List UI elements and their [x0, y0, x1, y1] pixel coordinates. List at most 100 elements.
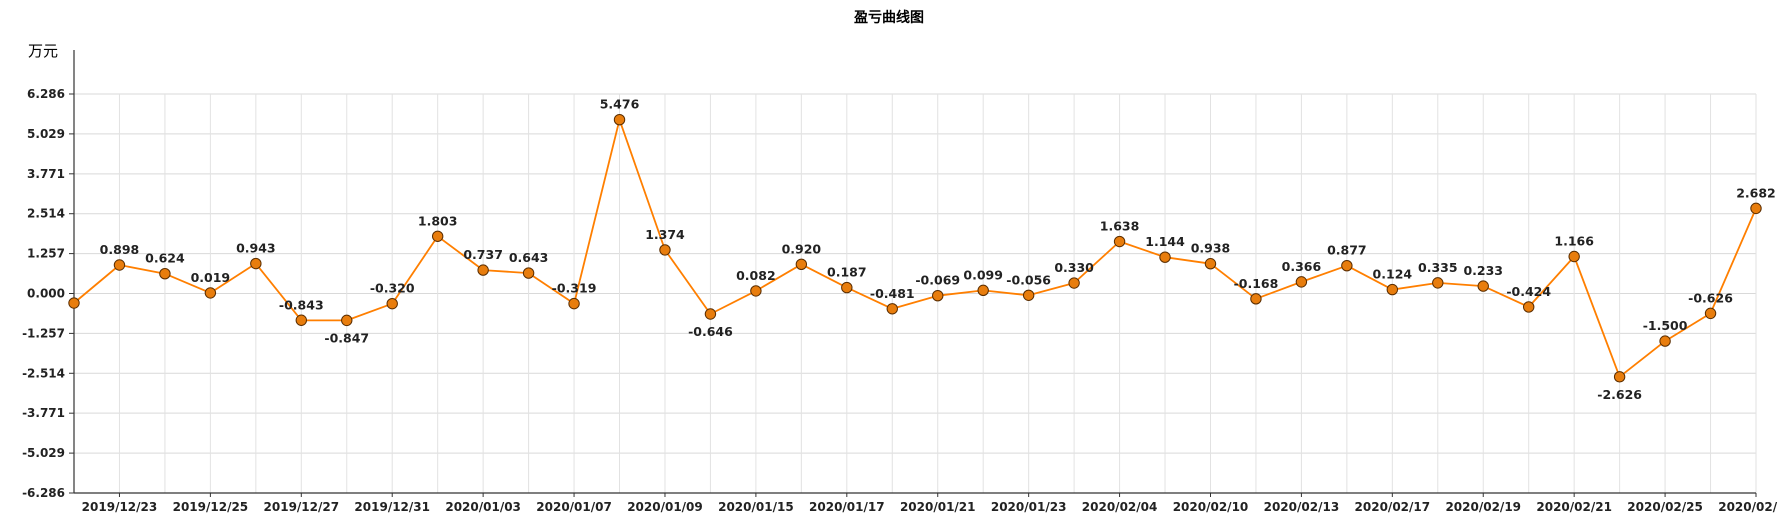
data-point [477, 264, 489, 276]
axes [73, 50, 1756, 494]
y-tick-label: 0.000 [27, 287, 65, 301]
data-label: -0.481 [870, 286, 915, 301]
data-label: -0.424 [1506, 284, 1551, 299]
data-point [1068, 277, 1080, 289]
data-label: 5.476 [600, 97, 640, 112]
data-point [386, 297, 398, 310]
y-axis-unit-label: 万元 [28, 42, 58, 60]
data-point [1613, 371, 1626, 383]
data-label: 1.638 [1100, 219, 1140, 234]
data-label: 1.144 [1145, 234, 1185, 249]
x-tick-label: 2020/01/07 [536, 500, 612, 514]
x-tick-label: 2020/02/19 [1445, 500, 1521, 514]
data-label: -0.320 [370, 281, 415, 296]
data-label: 0.943 [236, 241, 276, 256]
y-tick-label: -5.029 [22, 446, 65, 460]
data-label: 0.898 [100, 242, 140, 257]
data-point [795, 258, 808, 271]
grid-lines [73, 93, 1757, 494]
y-tick-label: 6.286 [27, 87, 65, 101]
data-label: 1.166 [1554, 233, 1594, 248]
x-tick-label: 2020/01/21 [900, 500, 976, 514]
data-point [1341, 259, 1353, 272]
data-label: 0.938 [1191, 241, 1231, 256]
y-axis-ticks: 6.286 5.029 3.771 2.514 1.257 0.000 -1.257 -2.5… [22, 87, 74, 500]
data-label: 0.099 [963, 267, 1003, 282]
data-point [1386, 283, 1399, 296]
chart-title: 盈亏曲线图 [853, 9, 924, 26]
data-point [295, 314, 307, 326]
data-point [68, 297, 80, 309]
data-point [932, 289, 944, 302]
data-label: -0.847 [324, 330, 369, 345]
data-point [613, 114, 626, 126]
data-label: -0.843 [279, 297, 324, 312]
data-point [750, 285, 762, 297]
data-label: 0.330 [1054, 260, 1094, 275]
data-point [1523, 301, 1535, 313]
series-layer [68, 114, 1762, 383]
data-label: 1.803 [418, 213, 458, 228]
data-label: -0.056 [1006, 272, 1051, 287]
x-tick-label: 2019/12/25 [173, 500, 249, 514]
data-point [841, 281, 853, 294]
data-point [1704, 307, 1717, 320]
x-tick-label: 2020/02/25 [1627, 500, 1703, 514]
x-tick-label: 2020/02/13 [1264, 500, 1340, 514]
data-label: 0.335 [1418, 260, 1458, 275]
data-label: 2.682 [1736, 185, 1776, 200]
data-label: 0.124 [1373, 267, 1413, 282]
data-point [568, 297, 580, 310]
data-label: -0.168 [1234, 276, 1279, 291]
data-label: 0.233 [1463, 263, 1503, 278]
data-label: 0.366 [1282, 259, 1322, 274]
data-label: 0.643 [509, 250, 549, 265]
x-tick-label: 2019/12/31 [354, 500, 430, 514]
x-tick-label: 2020/02/04 [1082, 500, 1158, 514]
x-tick-label: 2020/01/09 [627, 500, 703, 514]
x-tick-label: 2020/02/21 [1536, 500, 1612, 514]
data-labels: 0.898 0.624 0.019 0.943 -0.843 -0.847 -0.320 1.… [100, 97, 1776, 402]
data-label: 0.920 [782, 241, 822, 256]
x-tick-label: 2019/12/23 [82, 500, 158, 514]
data-label: -1.500 [1643, 318, 1688, 333]
x-tick-label: 2019/12/27 [264, 500, 340, 514]
data-point [1750, 202, 1762, 215]
x-tick-label: 2020/01/15 [718, 500, 794, 514]
data-label: 0.187 [827, 265, 867, 280]
data-point [1295, 276, 1308, 288]
data-point [1022, 289, 1035, 301]
data-label: -0.319 [552, 281, 597, 296]
data-point [113, 259, 126, 271]
y-tick-label: 1.257 [27, 247, 65, 261]
data-point [659, 244, 671, 256]
data-point [159, 267, 171, 280]
x-tick-label: 2020/02/27 [1718, 500, 1778, 514]
data-label: -0.626 [1688, 290, 1733, 305]
y-tick-label: -6.286 [22, 486, 65, 500]
data-point [1113, 235, 1126, 248]
data-label: -2.626 [1597, 387, 1642, 402]
data-point [1432, 277, 1444, 289]
data-point [1568, 250, 1580, 263]
data-point [250, 257, 262, 270]
data-label: -0.069 [915, 273, 960, 288]
data-label: 0.877 [1327, 243, 1367, 258]
data-point [522, 267, 535, 279]
data-point [1659, 335, 1671, 347]
data-point [977, 284, 989, 297]
data-label: 1.374 [645, 227, 685, 242]
series-line [73, 118, 1757, 378]
x-tick-label: 2020/02/10 [1173, 500, 1249, 514]
x-axis-ticks: 2019/12/23 2019/12/25 2019/12/27 2019/12/31… [82, 493, 1778, 514]
x-tick-label: 2020/02/17 [1355, 500, 1431, 514]
x-tick-label: 2020/01/23 [991, 500, 1067, 514]
data-label: 0.737 [463, 247, 503, 262]
data-point [1250, 293, 1262, 305]
data-point [704, 308, 717, 320]
y-tick-label: 2.514 [27, 207, 65, 221]
data-label: 0.082 [736, 268, 776, 283]
y-tick-label: -1.257 [22, 326, 65, 340]
